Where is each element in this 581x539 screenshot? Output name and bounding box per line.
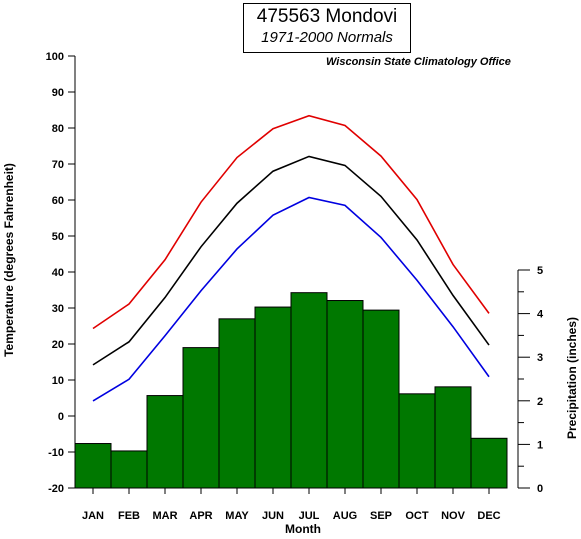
- y-tick-label: 50: [52, 231, 64, 243]
- y-tick-label: 20: [52, 339, 64, 351]
- y-tick-label: -10: [48, 447, 64, 459]
- y-tick-label: 10: [52, 375, 64, 387]
- x-tick-label: NOV: [441, 510, 466, 522]
- precip-bar: [146, 395, 184, 489]
- y-tick-label: 40: [52, 267, 64, 279]
- x-tick-label: FEB: [118, 510, 140, 522]
- precip-bar: [362, 309, 400, 489]
- x-tick-label: JAN: [82, 510, 104, 522]
- temperature-line: [92, 155, 490, 366]
- x-tick-label: AUG: [333, 510, 357, 522]
- precip-bar: [74, 443, 112, 489]
- temperature-line: [92, 196, 490, 402]
- y-tick-label: 80: [52, 123, 64, 135]
- y2-tick-label: 5: [537, 265, 543, 277]
- x-tick-label: SEP: [370, 510, 392, 522]
- y2-tick-label: 3: [537, 352, 543, 364]
- y2-tick-label: 1: [537, 439, 543, 451]
- chart-subtitle: 1971-2000 Normals: [261, 29, 393, 46]
- y-tick-label: -20: [48, 483, 64, 495]
- precip-bar: [470, 437, 508, 489]
- x-tick-label: JUL: [299, 510, 320, 522]
- x-tick-label: MAY: [225, 510, 249, 522]
- temperature-line: [92, 114, 490, 330]
- precip-bar: [290, 292, 328, 489]
- y-tick-label: 70: [52, 159, 64, 171]
- x-tick-label: DEC: [477, 510, 500, 522]
- source-label: Wisconsin State Climatology Office: [326, 56, 511, 68]
- y2-tick-label: 0: [537, 483, 543, 495]
- x-tick-label: OCT: [405, 510, 429, 522]
- precip-bar: [254, 306, 292, 489]
- chart-title: 475563 Mondovi: [256, 6, 398, 27]
- x-tick-label: JUN: [262, 510, 284, 522]
- precip-bar: [182, 347, 220, 489]
- y2-tick-label: 2: [537, 396, 543, 408]
- precip-bar: [434, 386, 472, 489]
- title-box: 475563 Mondovi 1971-2000 Normals: [243, 3, 411, 53]
- y-tick-label: 0: [58, 411, 64, 423]
- x-tick-label: APR: [189, 510, 212, 522]
- precip-bar: [326, 300, 364, 489]
- x-tick-label: MAR: [152, 510, 177, 522]
- y-tick-label: 30: [52, 303, 64, 315]
- precip-bar: [398, 393, 436, 489]
- precip-bar: [218, 318, 256, 489]
- y-tick-label: 90: [52, 87, 64, 99]
- y-tick-label: 60: [52, 195, 64, 207]
- x-axis-label: Month: [285, 522, 321, 536]
- precip-bar: [110, 450, 148, 489]
- y2-tick-label: 4: [537, 309, 544, 321]
- y-tick-label: 100: [46, 51, 64, 63]
